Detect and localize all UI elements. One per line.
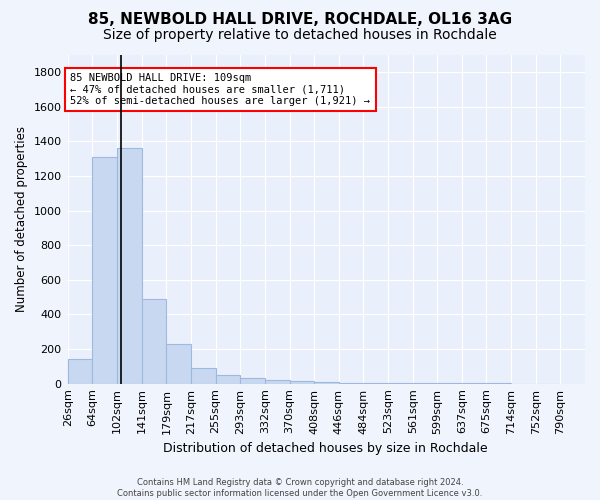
Bar [240,378,265,384]
Bar [314,382,338,384]
Bar [142,299,166,384]
Bar [265,380,290,384]
Bar [413,383,437,384]
Bar [437,383,462,384]
Bar [117,148,142,384]
Bar [290,381,314,384]
Bar [191,368,215,384]
Bar [68,360,92,384]
Bar [166,344,191,384]
Bar [92,157,117,384]
Bar [215,375,240,384]
Bar [363,383,388,384]
Text: Size of property relative to detached houses in Rochdale: Size of property relative to detached ho… [103,28,497,42]
Bar [388,383,413,384]
Text: Contains HM Land Registry data © Crown copyright and database right 2024.
Contai: Contains HM Land Registry data © Crown c… [118,478,482,498]
Text: 85 NEWBOLD HALL DRIVE: 109sqm
← 47% of detached houses are smaller (1,711)
52% o: 85 NEWBOLD HALL DRIVE: 109sqm ← 47% of d… [70,73,370,106]
X-axis label: Distribution of detached houses by size in Rochdale: Distribution of detached houses by size … [163,442,488,455]
Y-axis label: Number of detached properties: Number of detached properties [15,126,28,312]
Text: 85, NEWBOLD HALL DRIVE, ROCHDALE, OL16 3AG: 85, NEWBOLD HALL DRIVE, ROCHDALE, OL16 3… [88,12,512,28]
Bar [338,383,363,384]
